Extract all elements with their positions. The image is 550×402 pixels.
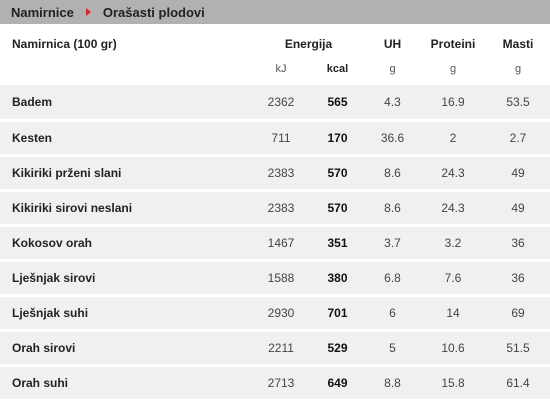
- protein-value: 7.6: [420, 260, 487, 295]
- chevron-right-icon: [85, 8, 91, 16]
- table-row: Lješnjak sirovi 1588 380 6.8 7.6 36: [0, 260, 550, 295]
- fat-value: 53.5: [486, 85, 550, 120]
- protein-value: 24.3: [420, 190, 487, 225]
- fat-value: 61.4: [486, 365, 550, 400]
- carbs-value: 6.8: [365, 260, 421, 295]
- header-energy: Energija: [284, 36, 333, 51]
- food-name: Kikiriki sirovi neslani: [0, 190, 222, 225]
- energy-kj: 2211: [222, 330, 310, 365]
- energy-kj: 1588: [222, 260, 310, 295]
- breadcrumb-current: Orašasti plodovi: [102, 4, 205, 20]
- header-name: Namirnica (100 gr): [12, 36, 117, 51]
- carbs-value: 6: [365, 295, 421, 330]
- breadcrumb-home-link[interactable]: Namirnice: [11, 4, 74, 20]
- food-name: Lješnjak sirovi: [0, 260, 222, 295]
- header-protein: Proteini: [430, 36, 476, 51]
- table-row: Orah suhi 2713 649 8.8 15.8 61.4: [0, 365, 550, 400]
- food-name: Badem: [0, 85, 222, 120]
- header-uh: UH: [383, 36, 402, 51]
- fat-value: 36: [486, 225, 550, 260]
- unit-fat: g: [514, 63, 522, 75]
- table-header-row: Namirnica (100 gr) Energija UH Proteini …: [0, 24, 550, 63]
- table-body: Badem 2362 565 4.3 16.9 53.5 Kesten 711 170 36.6 2…: [0, 85, 550, 400]
- energy-kcal: 570: [310, 155, 366, 190]
- unit-protein: g: [449, 63, 457, 75]
- table-row: Lješnjak suhi 2930 701 6 14 69: [0, 295, 550, 330]
- table-row: Kikiriki sirovi neslani 2383 570 8.6 24.3 49: [0, 190, 550, 225]
- carbs-value: 36.6: [365, 120, 421, 155]
- table-row: Orah sirovi 2211 529 5 10.6 51.5: [0, 330, 550, 365]
- fat-value: 36: [486, 260, 550, 295]
- carbs-value: 4.3: [365, 85, 421, 120]
- food-name: Orah suhi: [0, 365, 222, 400]
- energy-kcal: 649: [310, 365, 366, 400]
- table-row: Kesten 711 170 36.6 2 2.7: [0, 120, 550, 155]
- breadcrumb: Namirnice Orašasti plodovi: [0, 0, 550, 24]
- food-name: Kokosov orah: [0, 225, 222, 260]
- energy-kj: 2383: [222, 190, 310, 225]
- protein-value: 3.2: [420, 225, 487, 260]
- energy-kj: 711: [222, 120, 310, 155]
- energy-kcal: 701: [310, 295, 366, 330]
- energy-kj: 2930: [222, 295, 310, 330]
- carbs-value: 3.7: [365, 225, 421, 260]
- carbs-value: 8.8: [365, 365, 421, 400]
- table-row: Kokosov orah 1467 351 3.7 3.2 36: [0, 225, 550, 260]
- fat-value: 49: [486, 155, 550, 190]
- protein-value: 10.6: [420, 330, 487, 365]
- unit-kcal: kcal: [326, 63, 349, 75]
- protein-value: 16.9: [420, 85, 487, 120]
- units-spacer: [0, 63, 222, 85]
- food-name: Kesten: [0, 120, 222, 155]
- table-units-row: kJ kcal g g g: [0, 63, 550, 85]
- energy-kcal: 380: [310, 260, 366, 295]
- energy-kcal: 170: [310, 120, 366, 155]
- header-fat: Masti: [502, 36, 534, 51]
- energy-kcal: 565: [310, 85, 366, 120]
- carbs-value: 5: [365, 330, 421, 365]
- fat-value: 51.5: [486, 330, 550, 365]
- energy-kj: 2362: [222, 85, 310, 120]
- food-name: Orah sirovi: [0, 330, 222, 365]
- energy-kcal: 570: [310, 190, 366, 225]
- protein-value: 14: [420, 295, 487, 330]
- fat-value: 69: [486, 295, 550, 330]
- fat-value: 49: [486, 190, 550, 225]
- protein-value: 15.8: [420, 365, 487, 400]
- energy-kcal: 351: [310, 225, 366, 260]
- unit-kj: kJ: [275, 63, 287, 75]
- table-row: Badem 2362 565 4.3 16.9 53.5: [0, 85, 550, 120]
- food-name: Lješnjak suhi: [0, 295, 222, 330]
- protein-value: 24.3: [420, 155, 487, 190]
- carbs-value: 8.6: [365, 190, 421, 225]
- energy-kj: 2383: [222, 155, 310, 190]
- food-name: Kikiriki prženi slani: [0, 155, 222, 190]
- energy-kcal: 529: [310, 330, 366, 365]
- table-row: Kikiriki prženi slani 2383 570 8.6 24.3 49: [0, 155, 550, 190]
- energy-kj: 2713: [222, 365, 310, 400]
- energy-kj: 1467: [222, 225, 310, 260]
- protein-value: 2: [420, 120, 487, 155]
- unit-uh: g: [389, 63, 396, 75]
- nutrition-table: Namirnica (100 gr) Energija UH Proteini …: [0, 24, 550, 402]
- fat-value: 2.7: [486, 120, 550, 155]
- carbs-value: 8.6: [365, 155, 421, 190]
